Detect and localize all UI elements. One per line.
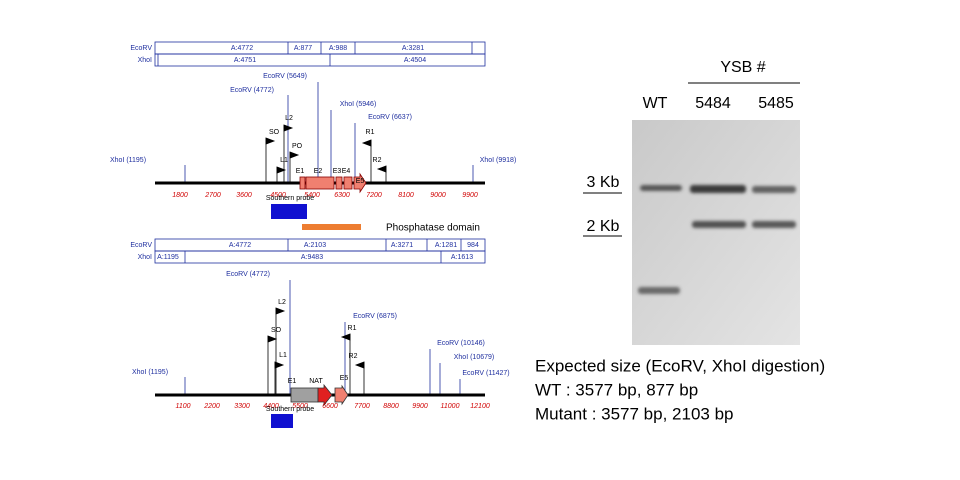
bottom-restriction-rows [154, 238, 486, 264]
probe-label: Southern probe [266, 195, 314, 202]
axis-label: 8100 [398, 192, 414, 199]
row-label: EcoRV [130, 45, 152, 52]
axis-label: 1100 [175, 403, 190, 410]
site-label: XhoI (1195) [132, 369, 168, 376]
fragment-label: A:9483 [301, 254, 323, 261]
fragment-label: A:4504 [404, 57, 426, 64]
site-label: EcoRV (11427) [462, 370, 509, 377]
site-label: EcoRV (6637) [368, 114, 412, 121]
top-site-lines [184, 82, 474, 183]
gel-image [632, 120, 800, 345]
fragment-label: A:1613 [451, 254, 473, 261]
site-label: XhoI (9918) [480, 157, 517, 164]
primer-label: L1 [279, 352, 287, 359]
primer-label: E1 [296, 168, 305, 175]
site-label: EcoRV (4772) [226, 271, 270, 278]
primer-label: E4 [342, 168, 351, 175]
primer-label: R2 [349, 353, 358, 360]
fragment-label: A:4772 [231, 45, 253, 52]
axis-label: 6600 [322, 403, 338, 410]
fragment-label: A:988 [329, 45, 347, 52]
axis-label: 9900 [462, 192, 478, 199]
primer-label: R2 [373, 157, 382, 164]
axis-label: 12100 [470, 403, 490, 410]
probe-label: Southern probe [266, 406, 314, 413]
row-label: XhoI [138, 57, 152, 64]
fragment-label: 984 [467, 242, 479, 249]
note-line: WT : 3577 bp, 877 bp [535, 380, 698, 399]
axis-label: 5500 [292, 403, 308, 410]
primer-label: E3 [333, 168, 342, 175]
axis-label: 7200 [366, 192, 382, 199]
fragment-label: A:1281 [435, 242, 457, 249]
axis-label: 2700 [204, 192, 221, 199]
domain-label: Phosphatase domain [386, 223, 480, 234]
group-label: YSB # [720, 59, 765, 76]
axis-label: 8800 [383, 403, 399, 410]
top-restriction-rows [154, 41, 486, 67]
fragment-label: A:4772 [229, 242, 251, 249]
axis-label: 11000 [441, 403, 460, 410]
top-gene [299, 172, 367, 194]
primer-label: E2 [314, 168, 323, 175]
site-label: EcoRV (6875) [353, 313, 397, 320]
bottom-primer-flags [267, 307, 365, 395]
axis-label: 1800 [172, 192, 188, 199]
axis-label: 4400 [263, 403, 279, 410]
primer-label: L2 [285, 115, 293, 122]
top-probe [271, 204, 307, 219]
fragment-label: A:877 [294, 45, 312, 52]
site-label: XhoI (5946) [340, 101, 377, 108]
primer-label: SO [271, 327, 282, 334]
bottom-site-lines [184, 280, 461, 395]
primer-label: R1 [366, 129, 375, 136]
bottom-probe [271, 414, 293, 428]
fragment-label: A:1195 [157, 254, 179, 261]
row-label: EcoRV [130, 242, 152, 249]
axis-label: 5400 [304, 192, 320, 199]
site-label: EcoRV (4772) [230, 87, 274, 94]
primer-label: L1 [280, 157, 288, 164]
axis-label: 6300 [334, 192, 350, 199]
note-title: Expected size (EcoRV, XhoI digestion) [535, 356, 825, 375]
lane-label: 5485 [758, 95, 794, 112]
axis-label: 3600 [236, 192, 252, 199]
fragment-label: A:4751 [234, 57, 256, 64]
phosphatase-domain-bar [302, 224, 361, 230]
marker-label: 3 Kb [587, 174, 620, 191]
axis-label: 9900 [412, 403, 428, 410]
primer-label: E5 [356, 178, 365, 185]
site-label: EcoRV (10146) [437, 340, 485, 347]
fragment-label: A:3271 [391, 242, 413, 249]
axis-label: 2200 [203, 403, 220, 410]
marker-label: 2 Kb [587, 218, 620, 235]
primer-label: L2 [278, 299, 286, 306]
site-label: XhoI (10679) [454, 354, 494, 361]
primer-label: PO [292, 143, 303, 150]
lane-label: 5484 [695, 95, 731, 112]
axis-label: 9000 [430, 192, 446, 199]
site-label: EcoRV (5649) [263, 73, 307, 80]
note-line: Mutant : 3577 bp, 2103 bp [535, 404, 734, 423]
primer-label: E1 [288, 378, 297, 385]
site-label: XhoI (1195) [110, 157, 146, 164]
row-label: XhoI [138, 254, 152, 261]
gel-bands [638, 185, 796, 294]
axis-label: 7700 [354, 403, 370, 410]
primer-label: NAT [309, 378, 323, 385]
lane-label: WT [643, 95, 668, 112]
fragment-label: A:3281 [402, 45, 424, 52]
primer-label: R1 [348, 325, 357, 332]
axis-label: 4500 [270, 192, 286, 199]
top-primer-flags [265, 124, 387, 183]
bottom-gene [290, 383, 349, 407]
primer-label: SO [269, 129, 280, 136]
fragment-label: A:2103 [304, 242, 326, 249]
primer-label: E5 [340, 375, 349, 382]
axis-label: 3300 [234, 403, 250, 410]
